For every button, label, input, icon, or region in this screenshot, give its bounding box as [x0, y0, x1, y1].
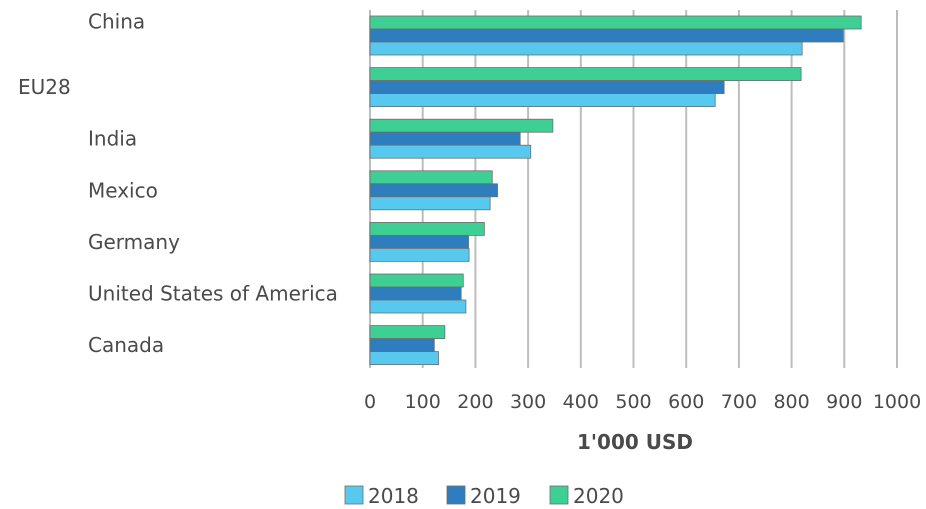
x-tick-label: 500 [615, 391, 651, 413]
legend-swatch-2019 [446, 485, 466, 505]
x-tick-label: 900 [826, 391, 862, 413]
bar-united-states-of-america-2019 [369, 286, 462, 301]
x-tick-labels: 0 100 200 300 400 500 600 700 800 900 1000 [364, 391, 921, 413]
category-label: India [88, 127, 137, 151]
bar-india-2018 [369, 144, 532, 159]
bar-canada-2020 [369, 325, 446, 340]
bar-united-states-of-america-2018 [369, 299, 467, 314]
x-tick-label: 1000 [873, 391, 921, 413]
bar-germany-2018 [369, 247, 470, 262]
legend-swatch-2018 [344, 485, 364, 505]
legend-swatch-2020 [549, 485, 569, 505]
category-label: Canada [88, 333, 164, 357]
x-tick-label: 400 [563, 391, 599, 413]
bar-china-2020 [369, 15, 862, 30]
bar-canada-2018 [369, 351, 439, 366]
legend: 2018 2019 2020 [344, 484, 624, 508]
bar-india-2020 [369, 118, 554, 133]
bar-eu28-2018 [369, 93, 716, 107]
category-label: EU28 [18, 75, 71, 99]
bar-canada-2019 [369, 338, 435, 353]
x-tick-label: 600 [668, 391, 704, 413]
x-tick-label: 200 [457, 391, 493, 413]
bar-mexico-2018 [369, 196, 491, 211]
bar-mexico-2019 [369, 183, 498, 198]
category-label: United States of America [88, 282, 338, 306]
category-label: Germany [88, 230, 180, 254]
x-tick-label: 700 [721, 391, 757, 413]
x-axis-title: 1'000 USD [577, 430, 693, 454]
x-tick-label: 800 [773, 391, 809, 413]
category-label: China [88, 10, 145, 34]
bar-eu28-2020 [369, 67, 802, 81]
bar-germany-2019 [369, 234, 469, 249]
bar-india-2019 [369, 131, 521, 146]
bar-germany-2020 [369, 221, 485, 236]
category-label: Mexico [88, 178, 158, 202]
legend-label-2019: 2019 [470, 484, 521, 508]
legend-label-2018: 2018 [368, 484, 419, 508]
x-tick-label: 0 [364, 391, 376, 413]
legend-label-2020: 2020 [573, 484, 624, 508]
x-tick-label: 300 [510, 391, 546, 413]
bar-mexico-2020 [369, 170, 493, 185]
bars [369, 15, 862, 366]
bar-china-2019 [369, 28, 844, 43]
bar-china-2018 [369, 41, 803, 56]
category-labels: China EU28 India Mexico Germany United States… [18, 10, 338, 358]
bar-eu28-2019 [369, 80, 725, 94]
bar-united-states-of-america-2020 [369, 273, 464, 288]
x-tick-label: 100 [405, 391, 441, 413]
